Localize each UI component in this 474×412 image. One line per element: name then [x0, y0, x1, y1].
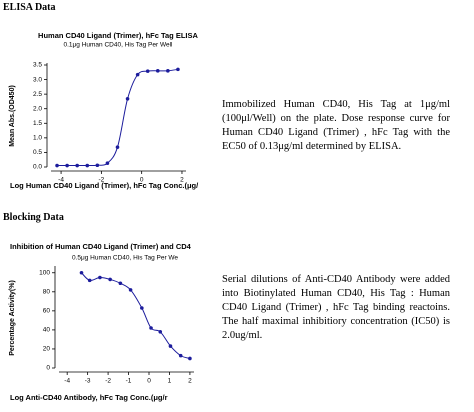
y-axis-label: Mean Abs.(OD450) [9, 85, 16, 147]
data-point [65, 163, 69, 168]
data-point [79, 270, 84, 275]
data-point [98, 275, 102, 280]
y-tick-label: 1.5 [33, 120, 42, 127]
data-point [85, 163, 90, 168]
data-point [188, 356, 192, 361]
data-point [168, 344, 173, 348]
y-tick-label: 0.5 [33, 149, 42, 156]
description: Serial dilutions of Anti-CD40 Antibody w… [222, 274, 450, 341]
x-tick-label: 0 [140, 177, 144, 184]
data-point [108, 277, 112, 282]
x-tick-label: -2 [98, 177, 104, 184]
data-point [155, 69, 160, 73]
x-tick-label: 2 [180, 177, 184, 184]
y-tick-label: 60 [43, 308, 51, 315]
y-tick-label: 80 [43, 289, 51, 296]
y-tick-label: 2.5 [33, 91, 42, 98]
x-axis-label: Log Anti-CD40 Antibody, hFc Tag Conc.(μg… [10, 393, 168, 402]
chart-title: Inhibition of Human CD40 Ligand (Trimer)… [10, 242, 192, 251]
x-tick-label: -4 [58, 177, 64, 184]
data-point [158, 330, 163, 334]
x-tick-label: -3 [85, 378, 91, 385]
chart-subtitle: 0.5μg Human CD40, His Tag Per We [72, 255, 178, 262]
section-heading: ELISA Data [3, 2, 56, 13]
x-axis-label: Log Human CD40 Ligand (Trimer), hFc Tag … [10, 181, 199, 190]
x-tick-label: 0 [147, 378, 151, 385]
x-tick-label: 1 [168, 378, 172, 385]
chart-title: Human CD40 Ligand (Trimer), hFc Tag ELIS… [38, 31, 198, 40]
description: Immobilized Human CD40, His Tag at 1μg/m… [222, 99, 450, 152]
data-point [176, 67, 180, 72]
x-tick-label: 2 [188, 378, 192, 385]
data-point [125, 97, 130, 101]
data-point [118, 281, 123, 286]
x-tick-label: -1 [126, 378, 132, 385]
y-tick-label: 100 [39, 269, 50, 276]
y-tick-label: 3.5 [33, 62, 42, 69]
fit-line [81, 272, 191, 359]
data-point [128, 288, 133, 292]
data-point [55, 163, 59, 168]
data-point [75, 163, 79, 168]
chart-subtitle: 0.1μg Human CD40, His Tag Per Well [64, 42, 174, 49]
data-point [178, 353, 183, 358]
fit-line [57, 68, 179, 167]
x-tick-label: -2 [105, 378, 111, 385]
y-axis-label: Percentage Activity(%) [9, 280, 16, 356]
data-point [115, 145, 120, 149]
y-tick-label: 20 [43, 346, 51, 353]
y-tick-label: 2.0 [33, 105, 42, 112]
y-tick-label: 0 [46, 365, 50, 372]
data-point [145, 69, 150, 73]
data-point [105, 161, 110, 166]
data-point [140, 306, 144, 310]
y-tick-label: 40 [43, 327, 51, 334]
data-point [135, 72, 140, 77]
y-tick-label: 1.0 [33, 135, 42, 142]
data-point [166, 69, 170, 73]
data-point [87, 278, 92, 283]
y-tick-label: 3.0 [33, 76, 42, 83]
section-heading: Blocking Data [3, 212, 64, 223]
y-tick-label: 0.0 [33, 164, 42, 171]
data-point [149, 326, 153, 330]
data-point [95, 163, 100, 168]
x-tick-label: -4 [64, 378, 70, 385]
